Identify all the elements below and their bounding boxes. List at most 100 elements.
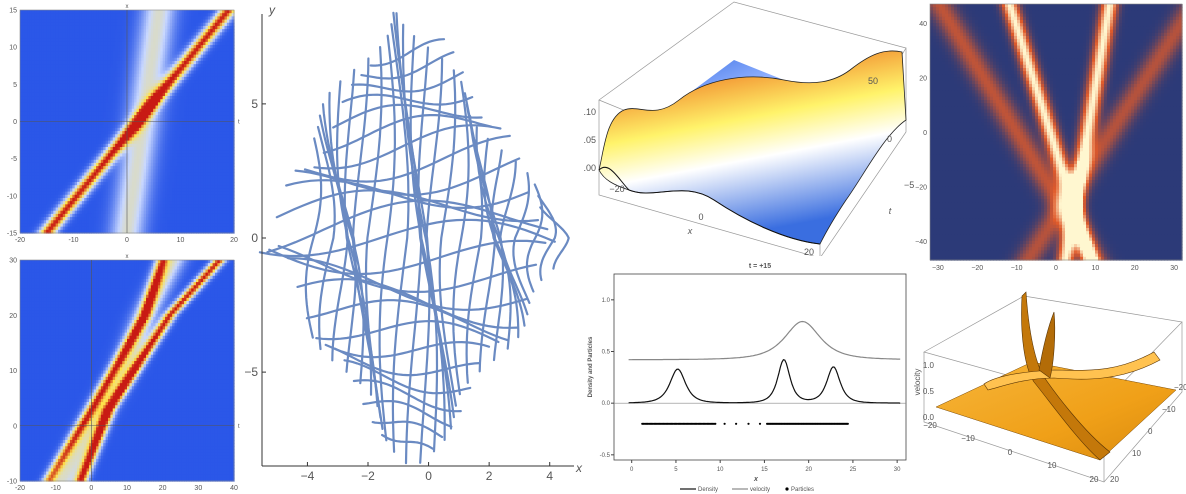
- heatmap-cell: [79, 121, 83, 126]
- heatmap-cell: [69, 124, 73, 129]
- heatmap-cell: [212, 96, 216, 100]
- heatmap-cell: [122, 143, 126, 148]
- heatmap-cell: [146, 137, 149, 142]
- heatmap-cell: [210, 13, 214, 17]
- heatmap-cell: [77, 60, 81, 65]
- heatmap-cell: [105, 19, 109, 24]
- heatmap-cell: [193, 111, 197, 116]
- heatmap-cell: [129, 108, 133, 113]
- heatmap-cell: [72, 134, 76, 139]
- heatmap-cell: [184, 134, 188, 139]
- heatmap-cell: [153, 124, 157, 129]
- heatmap-cell: [31, 111, 35, 116]
- heatmap-cell: [62, 111, 66, 116]
- heatmap-cell: [77, 159, 81, 164]
- heatmap-cell: [198, 143, 202, 148]
- heatmap-cell: [222, 137, 226, 142]
- heatmap-cell: [39, 92, 42, 97]
- heatmap-cell: [29, 118, 33, 123]
- heatmap-cell: [134, 111, 138, 116]
- heatmap-cell: [53, 32, 57, 37]
- heatmap-cell: [155, 172, 159, 177]
- heatmap-cell: [20, 80, 23, 84]
- heatmap-cell: [67, 10, 71, 14]
- heatmap-cell: [88, 166, 92, 170]
- heatmap-cell: [50, 22, 54, 27]
- heatmap-cell: [231, 92, 235, 97]
- heatmap-cell: [115, 140, 119, 145]
- heatmap-cell: [222, 22, 226, 27]
- heatmap-cell: [107, 13, 111, 17]
- heatmap-cell: [188, 19, 192, 24]
- heatmap-cell: [98, 73, 102, 78]
- heatmap-cell: [79, 70, 83, 75]
- heatmap-cell: [20, 45, 23, 49]
- heatmap-cell: [150, 57, 154, 62]
- heatmap-cell: [69, 137, 73, 142]
- heatmap-cell: [200, 178, 204, 183]
- heatmap-cell: [229, 96, 233, 100]
- heatmap-cell: [134, 118, 138, 123]
- heatmap-cell: [112, 76, 116, 81]
- heatmap-cell: [27, 38, 31, 43]
- heatmap-cell: [72, 175, 76, 180]
- heatmap-cell: [100, 134, 104, 139]
- heatmap-cell: [134, 153, 138, 158]
- heatmap-cell: [50, 41, 54, 46]
- heatmap-cell: [96, 10, 100, 14]
- heatmap-cell: [29, 32, 33, 37]
- heatmap-cell: [31, 73, 35, 78]
- heatmap-cell: [205, 48, 209, 53]
- heatmap-cell: [93, 159, 97, 164]
- heatmap-cell: [165, 169, 169, 174]
- heatmap-cell: [198, 146, 202, 151]
- heatmap-cell: [84, 35, 88, 40]
- heatmap-cell: [222, 76, 226, 81]
- heatmap-cell: [53, 131, 57, 135]
- heatmap-cell: [72, 105, 76, 110]
- heatmap-cell: [127, 185, 130, 189]
- heatmap-cell: [167, 153, 171, 158]
- heatmap-cell: [36, 159, 40, 164]
- heatmap-cell: [84, 73, 88, 78]
- heatmap-cell: [222, 124, 226, 129]
- heatmap-cell: [46, 134, 50, 139]
- heatmap-cell: [103, 83, 107, 88]
- heatmap-cell: [162, 134, 166, 139]
- heatmap-cell: [217, 146, 221, 151]
- heatmap-cell: [50, 118, 54, 123]
- heatmap-cell: [226, 45, 230, 49]
- heatmap-cell: [46, 121, 50, 126]
- heatmap-cell: [20, 118, 23, 123]
- heatmap-cell: [174, 121, 178, 126]
- heatmap-cell: [179, 54, 183, 59]
- heatmap-cell: [53, 118, 57, 123]
- heatmap-cell: [231, 41, 235, 46]
- heatmap-cell: [112, 131, 116, 135]
- heatmap-cell: [226, 92, 230, 97]
- heatmap-cell: [96, 35, 100, 40]
- heatmap-cell: [200, 54, 204, 59]
- heatmap-cell: [96, 115, 100, 119]
- heatmap-cell: [169, 10, 173, 14]
- heatmap-cell: [67, 57, 71, 62]
- heatmap-cell: [150, 35, 154, 40]
- heatmap-cell: [148, 70, 152, 75]
- heatmap-cell: [210, 153, 214, 158]
- heatmap-cell: [217, 131, 221, 135]
- heatmap-cell: [29, 134, 33, 139]
- heatmap-cell: [31, 124, 35, 129]
- heatmap-cell: [124, 86, 128, 91]
- heatmap-cell: [77, 102, 81, 107]
- heatmap-cell: [24, 137, 28, 142]
- heatmap-cell: [131, 29, 135, 33]
- heatmap-cell: [155, 16, 159, 21]
- heatmap-cell: [53, 140, 57, 145]
- heatmap-cell: [65, 54, 69, 59]
- heatmap-cell: [127, 182, 130, 186]
- heatmap-cell: [203, 150, 207, 154]
- heatmap-cell: [127, 134, 130, 139]
- heatmap-cell: [222, 143, 226, 148]
- heatmap-cell: [74, 45, 78, 49]
- heatmap-cell: [146, 19, 149, 24]
